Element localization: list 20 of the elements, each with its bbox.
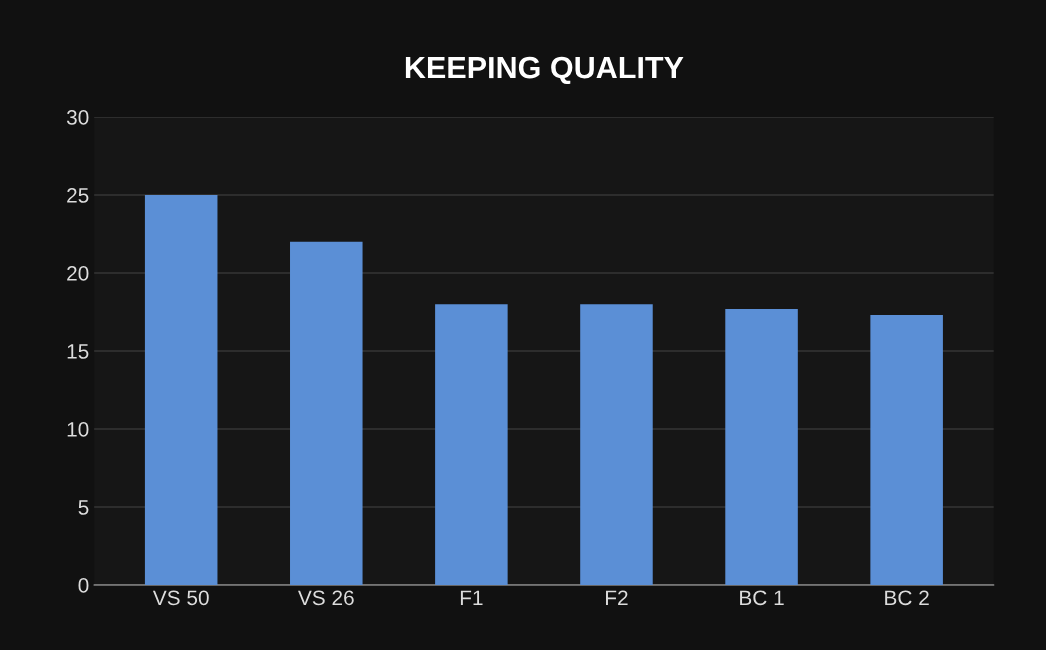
y-tick-label: 20 xyxy=(67,266,89,281)
bar xyxy=(580,304,653,585)
y-tick-label: 30 xyxy=(66,110,89,125)
bar xyxy=(870,315,943,585)
y-tick-label: 15 xyxy=(67,344,89,359)
bar xyxy=(435,304,508,585)
x-tick-label: BC 2 xyxy=(885,590,929,606)
y-tick-label: 25 xyxy=(67,188,89,203)
y-tick-label: 0 xyxy=(78,578,89,593)
y-tick-label: 5 xyxy=(78,500,89,515)
bar xyxy=(290,241,363,585)
chart-title: KEEPING QUALITY xyxy=(405,56,684,85)
x-tick-label: VS 50 xyxy=(152,590,209,606)
x-tick-label: F1 xyxy=(460,590,483,605)
bar xyxy=(725,308,798,585)
x-tick-label: BC 1 xyxy=(740,590,784,606)
x-tick-label: VS 26 xyxy=(298,590,354,606)
y-tick-label: 10 xyxy=(67,422,89,437)
bar xyxy=(144,195,218,585)
x-tick-label: F2 xyxy=(606,590,628,605)
